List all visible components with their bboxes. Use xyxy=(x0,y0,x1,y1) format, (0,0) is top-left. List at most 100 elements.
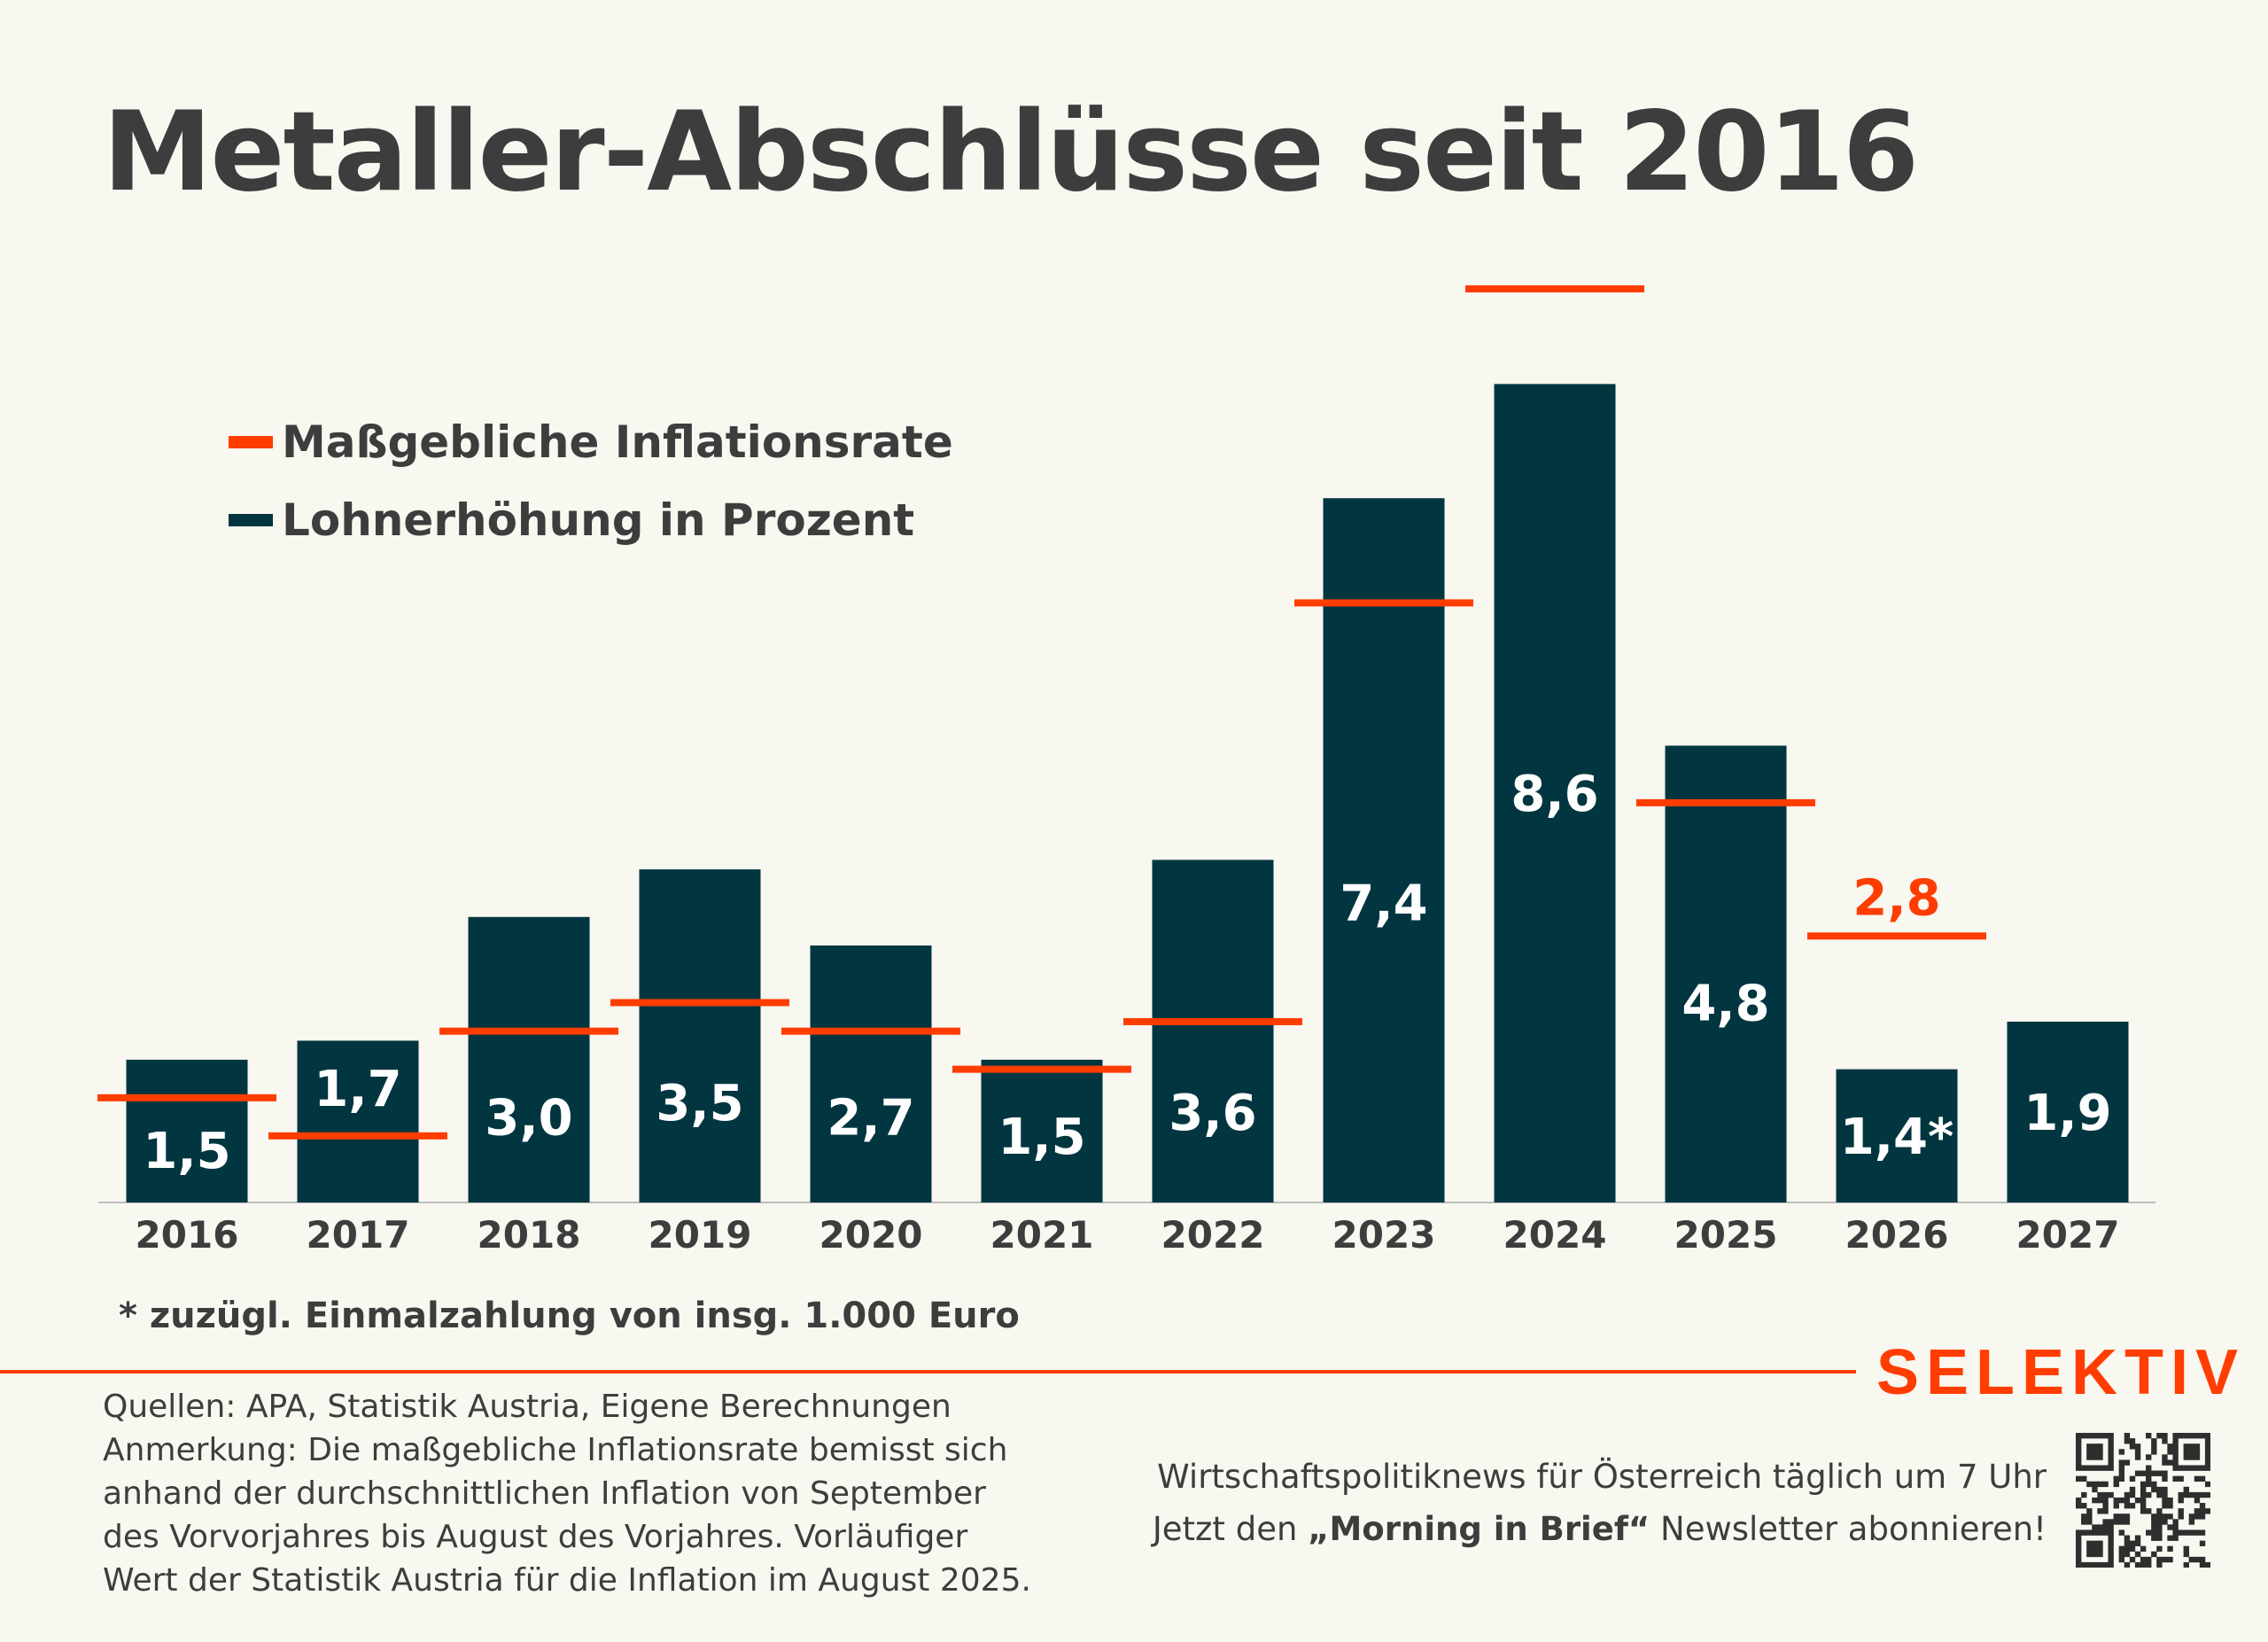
qr-module xyxy=(2156,1491,2163,1498)
qr-module xyxy=(2129,1545,2136,1553)
qr-module xyxy=(2108,1454,2114,1460)
inflation-marker-2025 xyxy=(1636,798,1815,806)
qr-code-icon[interactable] xyxy=(2076,1433,2210,1568)
qr-module xyxy=(2097,1540,2103,1546)
qr-module xyxy=(2124,1561,2131,1568)
bar-label-2025: 4,8 xyxy=(1682,975,1769,1032)
bar-2023 xyxy=(1323,498,1445,1202)
qr-module xyxy=(2092,1551,2098,1558)
qr-module xyxy=(2092,1561,2098,1568)
qr-module xyxy=(2151,1551,2157,1558)
qr-module xyxy=(2167,1444,2173,1450)
qr-module xyxy=(2092,1454,2098,1460)
qr-module xyxy=(2076,1561,2082,1568)
qr-module xyxy=(2167,1497,2173,1504)
bar-2018 xyxy=(468,916,590,1202)
qr-module xyxy=(2108,1491,2114,1498)
qr-module xyxy=(2124,1545,2131,1553)
promo-line-2[interactable]: Jetzt den „Morning in Brief“ Newsletter … xyxy=(1153,1503,2047,1555)
qr-module xyxy=(2162,1514,2168,1520)
qr-module xyxy=(2086,1551,2093,1558)
qr-module xyxy=(2102,1497,2109,1504)
qr-module xyxy=(2151,1524,2157,1530)
qr-module xyxy=(2134,1561,2141,1568)
qr-module xyxy=(2151,1444,2157,1450)
bar-label-2024: 8,6 xyxy=(1511,766,1598,823)
qr-module xyxy=(2162,1475,2168,1482)
qr-module xyxy=(2108,1561,2114,1568)
qr-module xyxy=(2102,1508,2109,1514)
qr-module xyxy=(2162,1454,2168,1460)
qr-module xyxy=(2113,1481,2119,1488)
qr-module xyxy=(2118,1465,2125,1471)
qr-module xyxy=(2108,1459,2114,1466)
qr-module xyxy=(2108,1529,2114,1536)
page-title: Metaller-Abschlüsse seit 2016 xyxy=(103,89,1919,216)
qr-module xyxy=(2081,1465,2087,1471)
qr-module xyxy=(2199,1433,2206,1439)
qr-module xyxy=(2102,1529,2109,1536)
qr-module xyxy=(2183,1449,2189,1455)
qr-module xyxy=(2108,1449,2114,1455)
legend-label-inflation: Maßgebliche Inflationsrate xyxy=(282,416,953,468)
qr-module xyxy=(2097,1545,2103,1553)
qr-module xyxy=(2086,1514,2093,1520)
qr-module xyxy=(2162,1470,2168,1476)
qr-module xyxy=(2183,1486,2189,1493)
qr-module xyxy=(2076,1545,2082,1553)
qr-module xyxy=(2162,1486,2168,1493)
bar-label-2020: 2,7 xyxy=(827,1089,914,1147)
qr-module xyxy=(2146,1475,2152,1482)
qr-module xyxy=(2140,1470,2147,1476)
qr-module xyxy=(2140,1481,2147,1488)
bar-2024 xyxy=(1494,384,1616,1202)
qr-module xyxy=(2124,1514,2131,1520)
qr-module xyxy=(2204,1449,2210,1455)
qr-module xyxy=(2076,1540,2082,1546)
qr-module xyxy=(2146,1454,2152,1460)
inflation-marker-2018 xyxy=(439,1027,618,1035)
x-tick-label-2019: 2019 xyxy=(649,1213,752,1257)
qr-module xyxy=(2199,1491,2206,1498)
qr-module xyxy=(2188,1449,2195,1455)
qr-module xyxy=(2076,1459,2082,1466)
qr-module xyxy=(2199,1556,2206,1563)
qr-module xyxy=(2097,1508,2103,1514)
qr-module xyxy=(2199,1540,2206,1546)
sources-line: des Vorvorjahres bis August des Vorjahre… xyxy=(103,1519,968,1555)
qr-module xyxy=(2162,1433,2168,1439)
qr-module xyxy=(2151,1486,2157,1493)
qr-module xyxy=(2151,1519,2157,1525)
qr-module xyxy=(2097,1551,2103,1558)
qr-module xyxy=(2086,1433,2093,1439)
qr-module xyxy=(2076,1497,2082,1504)
bar-2017 xyxy=(297,1040,419,1202)
inflation-marker-2021 xyxy=(952,1065,1131,1073)
inflation-marker-2020 xyxy=(781,1027,960,1035)
x-tick-label-2016: 2016 xyxy=(136,1213,239,1257)
legend-item-wage: Lohnerhöhung in Prozent xyxy=(229,494,914,546)
qr-module xyxy=(2118,1514,2125,1520)
qr-module xyxy=(2146,1470,2152,1476)
legend-swatch-inflation xyxy=(229,436,273,448)
x-tick-label-2022: 2022 xyxy=(1161,1213,1265,1257)
qr-module xyxy=(2108,1438,2114,1444)
bar-label-2021: 1,5 xyxy=(998,1109,1085,1166)
qr-module xyxy=(2102,1519,2109,1525)
qr-module xyxy=(2102,1433,2109,1439)
x-tick-label-2021: 2021 xyxy=(990,1213,1094,1257)
bar-2025 xyxy=(1665,745,1787,1202)
sources-line: anhand der durchschnittlichen Inflation … xyxy=(103,1475,986,1512)
sources-line: Anmerkung: Die maßgebliche Inflationsrat… xyxy=(103,1432,1008,1468)
qr-module xyxy=(2129,1540,2136,1546)
qr-module xyxy=(2081,1529,2087,1536)
x-tick-label-2020: 2020 xyxy=(819,1213,923,1257)
qr-module xyxy=(2097,1449,2103,1455)
qr-module xyxy=(2178,1465,2184,1471)
qr-module xyxy=(2102,1524,2109,1530)
qr-module xyxy=(2140,1497,2147,1504)
qr-module xyxy=(2092,1529,2098,1536)
bar-2016 xyxy=(126,1059,248,1202)
qr-module xyxy=(2172,1459,2179,1466)
qr-module xyxy=(2102,1491,2109,1498)
